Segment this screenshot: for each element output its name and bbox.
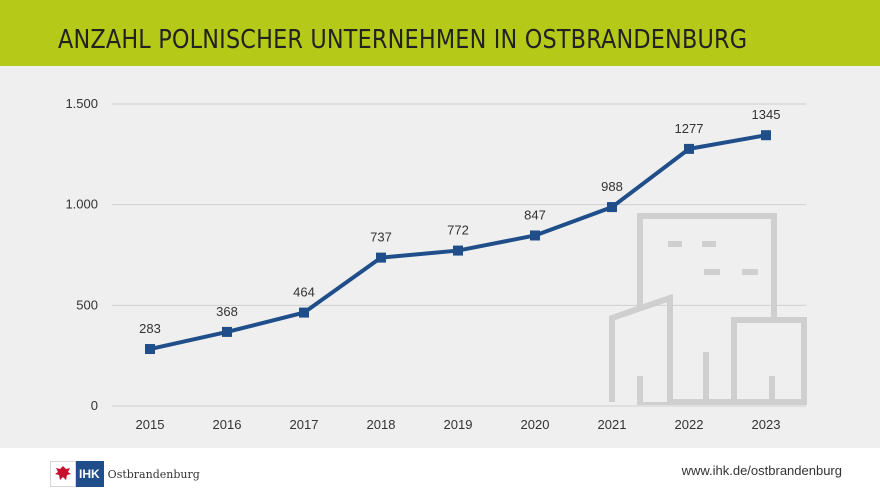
x-tick-label: 2020 (521, 417, 550, 432)
y-axis-ticks: 0 500 1.000 1.500 (65, 96, 98, 413)
data-point (376, 252, 386, 263)
data-point (761, 130, 771, 141)
data-label: 847 (524, 207, 546, 222)
x-tick-label: 2019 (444, 417, 473, 432)
data-label: 772 (447, 223, 469, 238)
y-tick-label: 1.500 (65, 96, 98, 111)
data-label: 988 (601, 179, 623, 194)
building-icon (609, 213, 807, 405)
data-point (145, 344, 155, 355)
x-tick-label: 2015 (136, 417, 165, 432)
logo-ihk-text: IHK (76, 461, 104, 487)
gridlines (112, 103, 806, 407)
data-label: 737 (370, 230, 392, 245)
x-tick-label: 2018 (367, 417, 396, 432)
x-tick-label: 2016 (213, 417, 242, 432)
x-tick-label: 2021 (598, 417, 627, 432)
data-label: 368 (216, 304, 238, 319)
data-label: 1345 (752, 107, 781, 122)
x-tick-label: 2023 (752, 417, 781, 432)
data-labels: 283 368 464 737 772 847 988 1277 1345 (139, 107, 780, 336)
data-point (607, 202, 617, 213)
y-tick-label: 0 (91, 398, 98, 413)
data-label: 464 (293, 285, 315, 300)
y-tick-label: 1.000 (65, 197, 98, 212)
data-point (453, 245, 463, 256)
data-label: 283 (139, 321, 161, 336)
page-title: ANZAHL POLNISCHER UNTERNEHMEN IN OSTBRAN… (58, 25, 748, 55)
data-point (222, 326, 232, 337)
eagle-icon (50, 461, 76, 487)
footer-url[interactable]: www.ihk.de/ostbrandenburg (681, 463, 842, 478)
series (145, 130, 771, 355)
building-left (609, 293, 673, 402)
title-banner: ANZAHL POLNISCHER UNTERNEHMEN IN OSTBRAN… (0, 0, 880, 66)
logo-name: Ostbrandenburg (107, 467, 200, 481)
data-point (299, 307, 309, 318)
ihk-logo[interactable]: IHK Ostbrandenburg (50, 461, 200, 487)
data-label: 1277 (675, 121, 704, 136)
data-point (530, 230, 540, 241)
x-tick-label: 2022 (675, 417, 704, 432)
x-tick-label: 2017 (290, 417, 319, 432)
data-point (684, 143, 694, 154)
y-tick-label: 500 (76, 297, 98, 312)
x-axis-ticks: 2015 2016 2017 2018 2019 2020 2021 2022 2023 (136, 417, 781, 432)
